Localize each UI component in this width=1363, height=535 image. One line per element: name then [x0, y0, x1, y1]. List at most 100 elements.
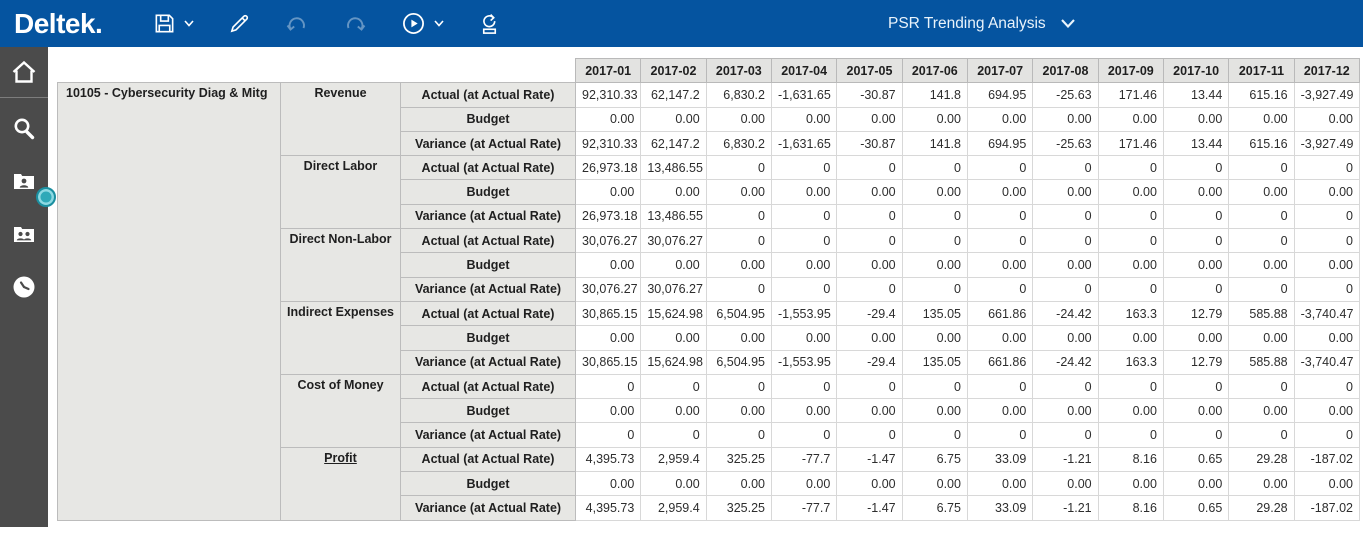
blank-header: [280, 58, 401, 83]
value-cell: 0.00: [705, 106, 772, 132]
sidebar-item-history[interactable]: [0, 265, 48, 309]
value-cell: 30,076.27: [640, 276, 707, 302]
value-cell: 0: [901, 373, 968, 400]
save-icon: [155, 14, 174, 33]
value-cell: 0.00: [640, 398, 707, 424]
value-cell: 0.00: [1032, 471, 1099, 497]
value-cell: 0: [1293, 155, 1361, 181]
value-cell: 0: [1228, 228, 1295, 254]
sidebar-item-search[interactable]: [0, 106, 48, 150]
undo-button[interactable]: [268, 0, 326, 47]
sidebar-item-home[interactable]: [0, 47, 48, 97]
value-cell: 0.00: [901, 325, 968, 351]
value-cell: 0.00: [770, 471, 838, 497]
refresh-button[interactable]: [461, 0, 518, 47]
value-cell: 0.00: [901, 471, 968, 497]
value-cell: 29.28: [1228, 495, 1295, 521]
value-cell: 325.25: [705, 495, 772, 521]
value-cell: 0.00: [901, 179, 968, 205]
value-cell: 0.00: [705, 471, 772, 497]
value-cell: 0.00: [836, 252, 903, 278]
value-cell: 4,395.73: [574, 446, 642, 473]
value-cell: 13.44: [1162, 82, 1230, 108]
value-cell: 0: [1097, 203, 1164, 230]
value-cell: 0.00: [966, 398, 1034, 424]
value-cell: 0: [1032, 373, 1099, 400]
value-cell: 6,830.2: [705, 130, 772, 157]
save-button[interactable]: [136, 0, 211, 47]
value-cell: 13,486.55: [640, 155, 707, 181]
month-header: 2017-10: [1162, 57, 1230, 84]
value-cell: 92,310.33: [574, 130, 642, 157]
redo-button[interactable]: [326, 0, 384, 47]
value-cell: 0: [705, 155, 772, 181]
value-cell: 615.16: [1228, 130, 1295, 157]
value-cell: -187.02: [1293, 495, 1361, 521]
value-cell: 12.79: [1162, 349, 1230, 375]
group-label-cell: Indirect Expenses: [280, 300, 401, 375]
panel-resize-handle[interactable]: [36, 187, 56, 207]
grid-row: Direct Non-Labor Actual (at Actual Rate) 3…: [58, 228, 1361, 302]
team-card-icon: [14, 227, 34, 242]
grid-row: Budget 0.00 0.00 0.00 0.00 0.00 0.00 0.00 0.00 0.…: [58, 398, 1361, 424]
value-cell: 0.00: [1293, 179, 1361, 205]
group-label: Revenue: [314, 86, 367, 101]
sidebar-item-employee[interactable]: [0, 159, 48, 203]
row-type-label: Budget: [400, 252, 576, 278]
row-type-label: Budget: [400, 106, 576, 132]
row-type-label: Actual (at Actual Rate): [400, 300, 576, 327]
group-label: Cost of Money: [297, 377, 384, 392]
value-cell: 0: [770, 276, 838, 302]
value-cell: 0.00: [1293, 106, 1361, 132]
month-header: 2017-03: [705, 57, 772, 84]
grid-row: Variance (at Actual Rate) 0 0 0 0 0 0 0 0 0 0 0 0: [58, 422, 1361, 448]
run-button[interactable]: [384, 0, 461, 47]
month-header: 2017-05: [836, 57, 903, 84]
sidebar-item-team[interactable]: [0, 212, 48, 256]
value-cell: 0.65: [1162, 446, 1230, 473]
value-cell: 6,504.95: [705, 349, 772, 375]
value-cell: 0.00: [705, 179, 772, 205]
month-header: 2017-01: [574, 57, 642, 84]
value-cell: 62,147.2: [640, 82, 707, 108]
value-cell: 0: [1032, 155, 1099, 181]
value-cell: 6,830.2: [705, 82, 772, 108]
value-cell: 325.25: [705, 446, 772, 473]
value-cell: 6.75: [901, 495, 968, 521]
value-cell: -25.63: [1032, 82, 1099, 108]
value-cell: 0.00: [1293, 325, 1361, 351]
grid-row: Indirect Expenses Actual (at Actual Rate)…: [58, 300, 1361, 375]
grid-row: 10105 - Cybersecurity Diag & Mitg Revenue…: [57, 82, 1361, 521]
value-cell: 0.00: [1228, 106, 1295, 132]
value-cell: -3,927.49: [1293, 82, 1361, 108]
value-cell: -77.7: [770, 495, 838, 521]
value-cell: 0: [770, 228, 838, 254]
value-cell: 0.00: [574, 106, 642, 132]
value-cell: 0.00: [1228, 179, 1295, 205]
value-cell: 30,865.15: [574, 300, 642, 327]
value-cell: 0: [770, 422, 838, 448]
view-selector-dropdown[interactable]: PSR Trending Analysis: [888, 0, 1075, 47]
value-cell: 0.00: [640, 179, 707, 205]
value-cell: -30.87: [836, 82, 903, 108]
value-cell: 0: [901, 228, 968, 254]
month-header: 2017-09: [1097, 57, 1164, 84]
chevron-down-icon: [1060, 19, 1075, 28]
value-cell: 0: [1032, 228, 1099, 254]
blank-header: [57, 58, 281, 83]
value-cell: 0.00: [1293, 252, 1361, 278]
value-cell: 92,310.33: [574, 82, 642, 108]
value-cell: 0.00: [1228, 252, 1295, 278]
month-header: 2017-02: [640, 57, 707, 84]
value-cell: 0.00: [836, 179, 903, 205]
edit-button[interactable]: [211, 0, 268, 47]
value-cell: 694.95: [966, 82, 1034, 108]
value-cell: 0: [836, 228, 903, 254]
value-cell: 0.00: [770, 398, 838, 424]
profit-drill-link[interactable]: Profit: [324, 450, 357, 465]
value-cell: 0: [1293, 203, 1361, 230]
value-cell: 0: [1097, 422, 1164, 448]
home-icon: [12, 60, 36, 83]
toolbar: [136, 0, 518, 47]
value-cell: 0.00: [705, 252, 772, 278]
